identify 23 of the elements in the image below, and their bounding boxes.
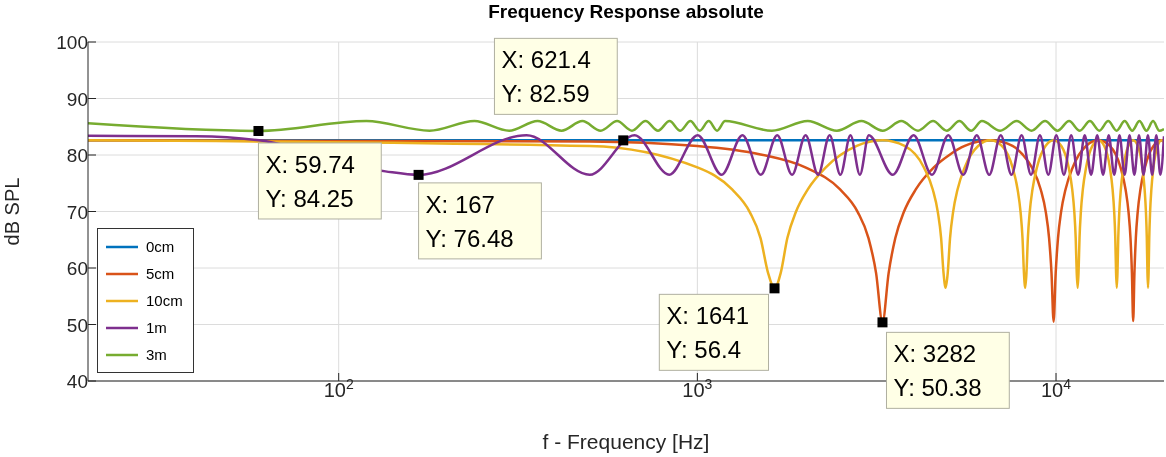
legend-label: 3m <box>146 346 167 363</box>
x-tick-label: 10$^{2}$ <box>323 376 354 401</box>
legend-label: 5cm <box>146 265 175 282</box>
annotation: X: 621.4 Y: 82.59 <box>501 46 591 108</box>
y-tick-label: 60 <box>66 258 88 279</box>
legend-label: 1m <box>146 319 167 336</box>
annotation: X: 167 Y: 76.48 <box>425 190 514 252</box>
legend-label: 0cm <box>146 238 175 255</box>
chart-title: Frequency Response absolute <box>487 1 765 23</box>
y-axis-title: dB SPL <box>1 177 24 246</box>
y-tick-label: 40 <box>66 371 88 392</box>
y-tick-label: 50 <box>66 314 88 336</box>
y-tick-label: 90 <box>66 88 88 110</box>
x-tick-label: 10$^{4}$ <box>1041 376 1072 401</box>
annotation: X: 1641 Y: 56.4 <box>666 302 750 364</box>
legend-label: 10cm <box>146 292 183 309</box>
y-tick-label: 70 <box>66 201 88 223</box>
y-tick-label: 100 <box>56 32 88 53</box>
x-axis-title: f - Frequency [Hz] <box>542 430 710 453</box>
annotation: X: 59.74 Y: 84.25 <box>265 150 355 212</box>
annotation: X: 3282 Y: 50.38 <box>893 340 982 402</box>
x-tick-label: 10$^{3}$ <box>682 376 713 401</box>
y-tick-label: 80 <box>66 145 88 166</box>
